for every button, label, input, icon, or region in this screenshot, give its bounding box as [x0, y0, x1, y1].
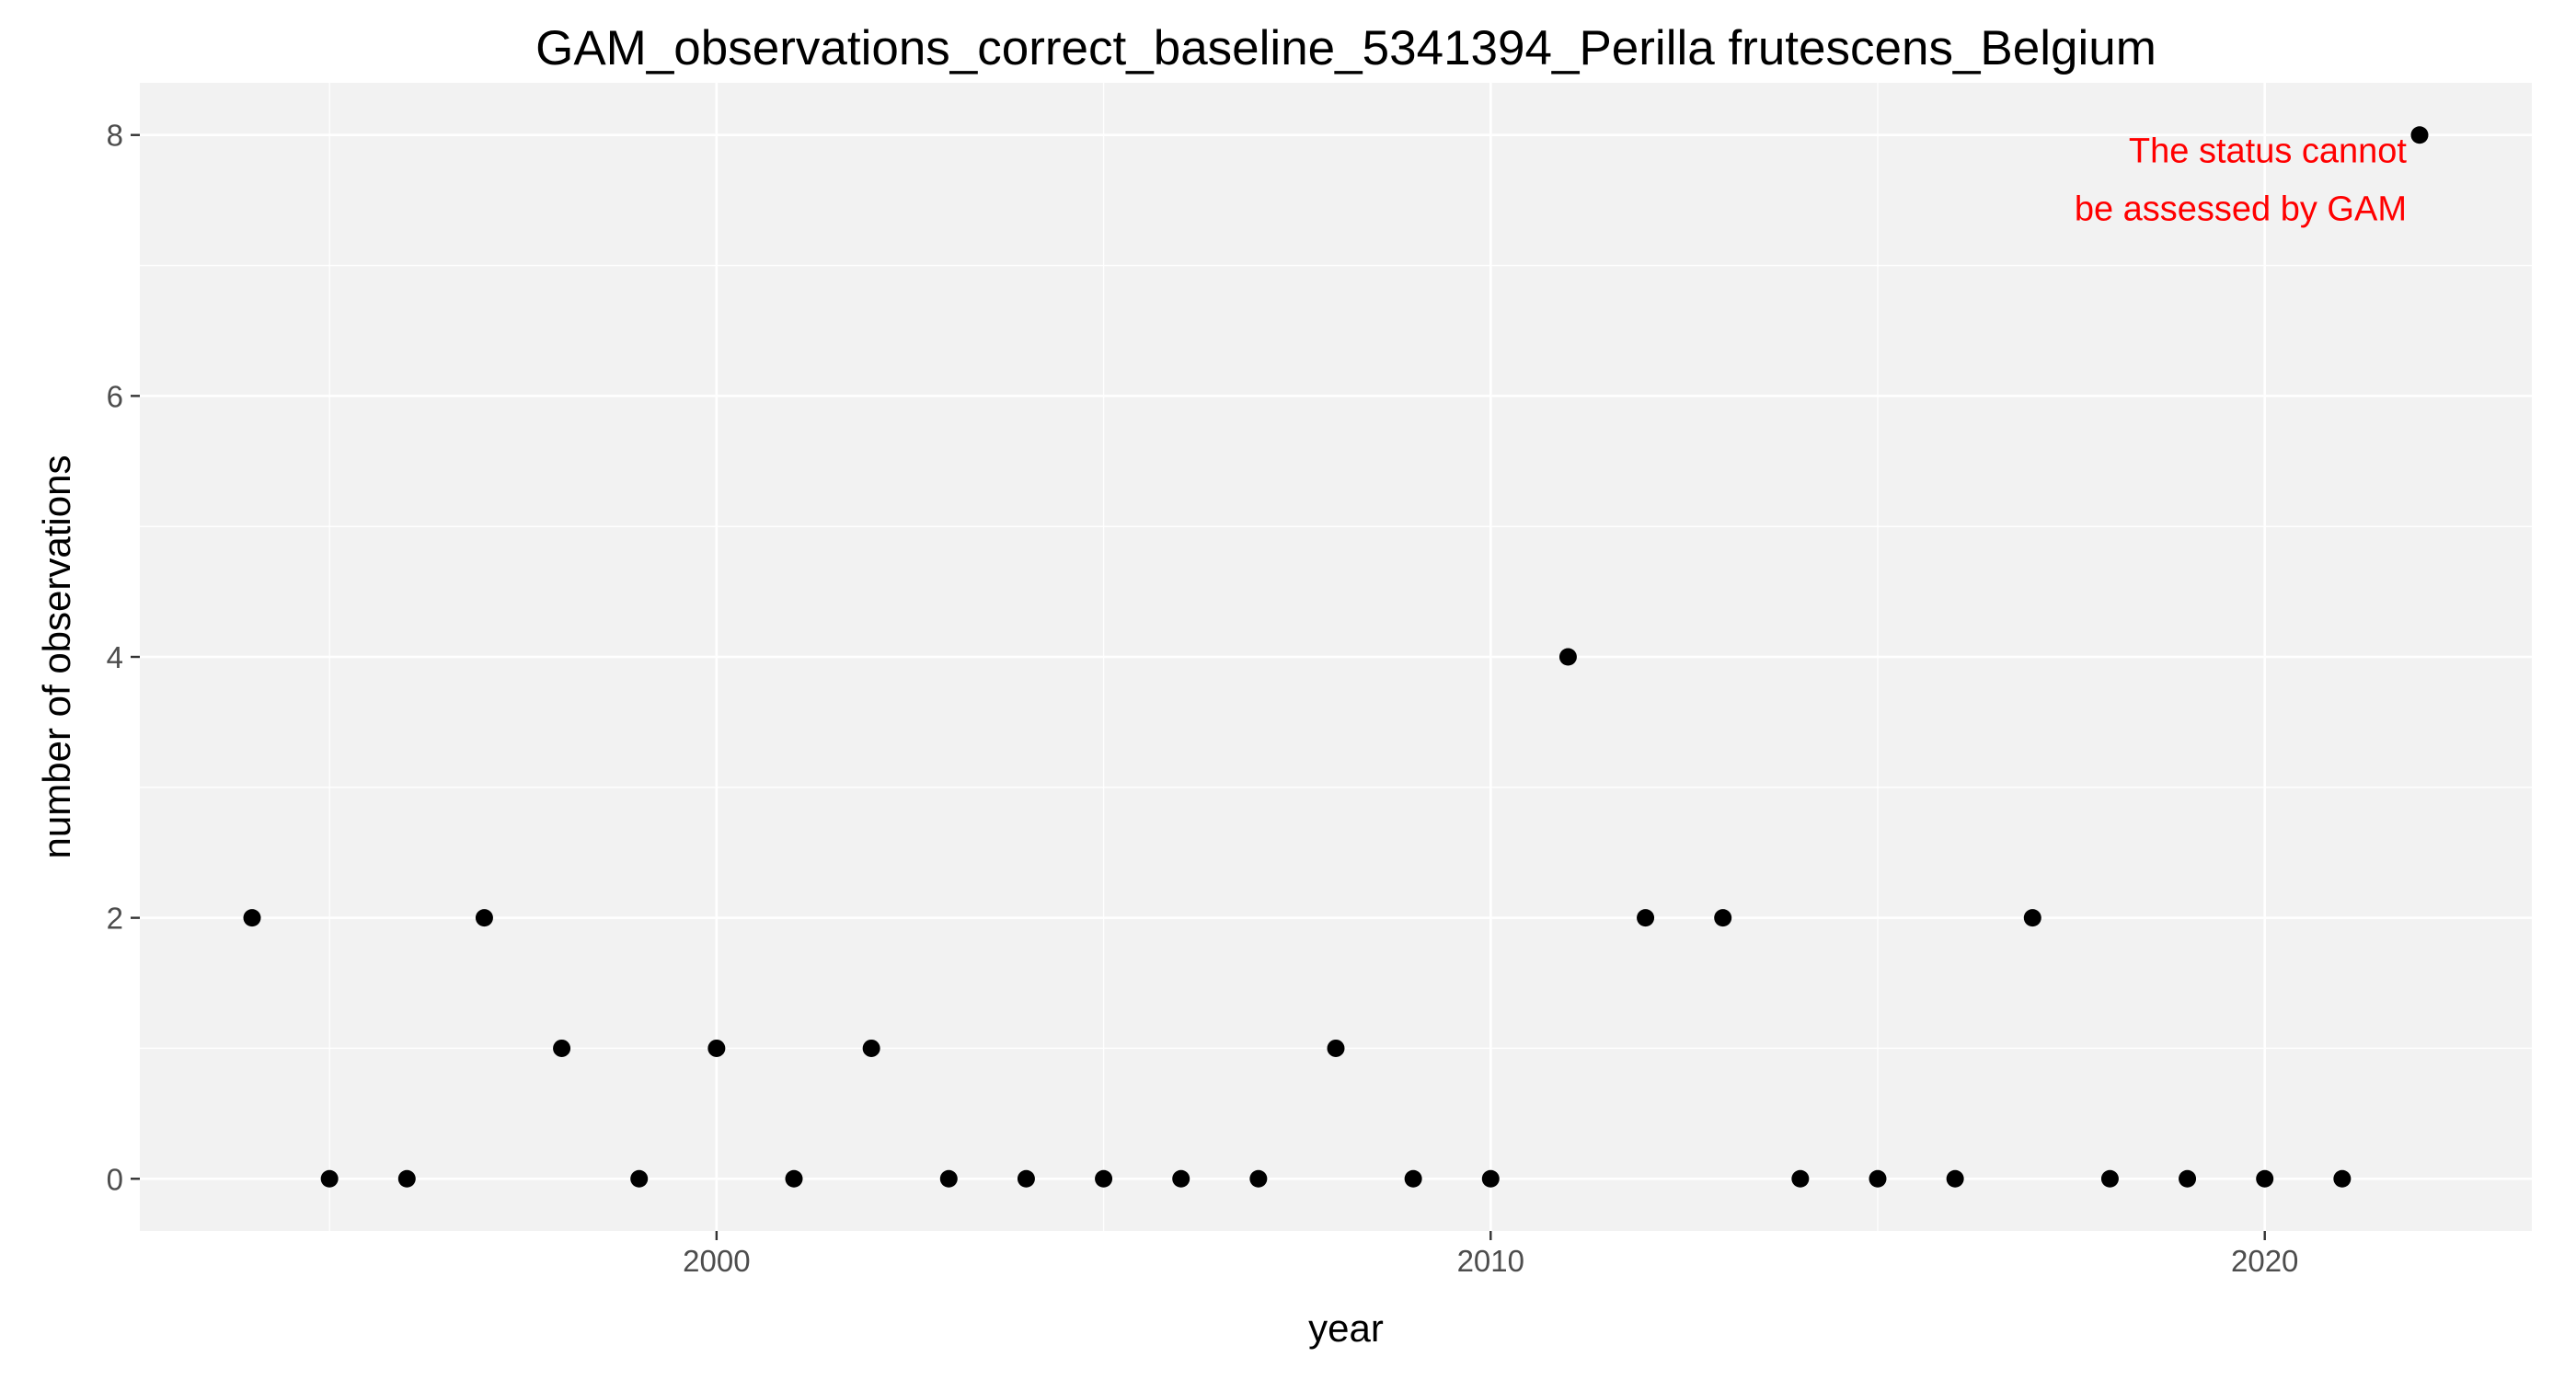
chart-title: GAM_observations_correct_baseline_534139… [535, 21, 2156, 75]
y-axis-title: number of observations [35, 455, 78, 859]
data-point [1481, 1169, 1500, 1188]
data-point [939, 1169, 958, 1188]
data-point [1637, 909, 1655, 927]
data-points [243, 126, 2429, 1188]
data-point [1404, 1169, 1422, 1188]
x-tick-label: 2000 [683, 1244, 750, 1278]
x-tick-label: 2010 [1457, 1244, 1524, 1278]
data-point [1017, 1169, 1035, 1188]
data-point [707, 1039, 726, 1057]
grid-lines [140, 83, 2532, 1231]
data-point [553, 1039, 571, 1057]
annotation-line-1: The status cannot [2129, 132, 2408, 171]
y-tick-label: 0 [107, 1162, 123, 1196]
data-point [2023, 909, 2041, 927]
data-point [320, 1169, 339, 1188]
data-point [243, 909, 261, 927]
data-point [1172, 1169, 1190, 1188]
data-point [1791, 1169, 1810, 1188]
annotation: The status cannot be assessed by GAM [2075, 132, 2408, 229]
x-axis-title: year [1308, 1306, 1384, 1350]
data-point [1095, 1169, 1113, 1188]
data-point [2333, 1169, 2352, 1188]
data-point [1249, 1169, 1268, 1188]
data-point [1558, 648, 1577, 666]
y-tick-label: 8 [107, 119, 123, 153]
y-tick-label: 2 [107, 902, 123, 936]
data-point [475, 909, 493, 927]
data-point [785, 1169, 803, 1188]
data-point [2410, 126, 2429, 144]
data-point [1946, 1169, 1964, 1188]
y-tick-label: 4 [107, 640, 123, 674]
data-point [1869, 1169, 1887, 1188]
x-tick-label: 2020 [2231, 1244, 2298, 1278]
data-point [2100, 1169, 2119, 1188]
data-point [2179, 1169, 2197, 1188]
y-tick-label: 6 [107, 379, 123, 413]
annotation-line-2: be assessed by GAM [2075, 190, 2407, 229]
data-point [630, 1169, 649, 1188]
data-point [1327, 1039, 1345, 1057]
data-point [397, 1169, 416, 1188]
data-point [862, 1039, 880, 1057]
y-axis: 0 2 4 6 8 [107, 119, 140, 1196]
data-point [1714, 909, 1732, 927]
data-point [2256, 1169, 2274, 1188]
x-axis: 2000 2010 2020 [683, 1231, 2298, 1278]
